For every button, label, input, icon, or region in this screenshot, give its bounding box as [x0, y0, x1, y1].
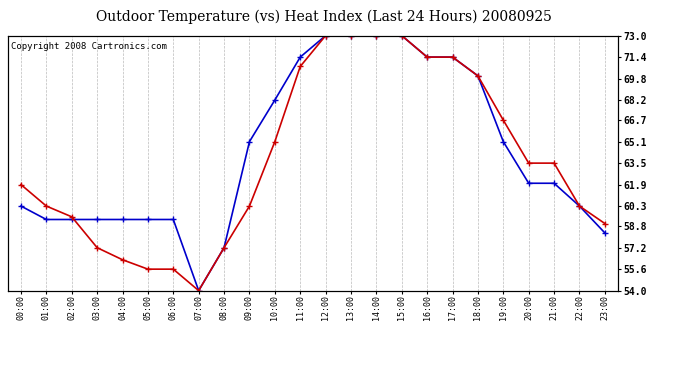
Text: Outdoor Temperature (vs) Heat Index (Last 24 Hours) 20080925: Outdoor Temperature (vs) Heat Index (Las… — [97, 9, 552, 24]
Text: Copyright 2008 Cartronics.com: Copyright 2008 Cartronics.com — [11, 42, 167, 51]
